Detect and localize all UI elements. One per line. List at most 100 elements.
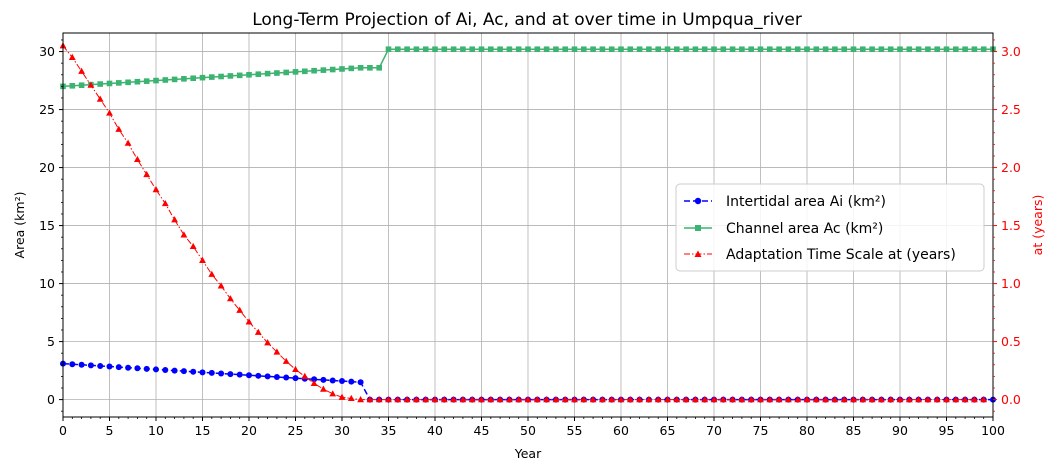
data-point bbox=[385, 46, 392, 53]
data-point bbox=[654, 395, 662, 403]
data-point bbox=[134, 365, 141, 372]
data-point bbox=[199, 369, 206, 376]
data-point bbox=[68, 53, 76, 60]
data-point bbox=[162, 367, 169, 374]
y-left-tick-label: 10 bbox=[39, 276, 55, 291]
data-point bbox=[385, 395, 392, 403]
data-point bbox=[971, 46, 978, 53]
data-point bbox=[561, 395, 569, 403]
data-point bbox=[626, 395, 634, 403]
data-point bbox=[171, 216, 178, 223]
data-point bbox=[376, 65, 382, 71]
x-tick-label: 85 bbox=[846, 423, 862, 438]
y-left-tick-label: 0 bbox=[47, 392, 55, 407]
data-point bbox=[143, 170, 151, 178]
data-point bbox=[366, 395, 374, 403]
data-point bbox=[78, 82, 85, 89]
data-point bbox=[422, 46, 429, 53]
x-tick-label: 0 bbox=[59, 423, 67, 438]
data-point bbox=[375, 395, 383, 403]
data-point bbox=[775, 395, 783, 403]
data-point bbox=[78, 361, 85, 368]
data-point bbox=[96, 95, 104, 102]
data-point bbox=[552, 395, 560, 403]
data-point bbox=[692, 395, 699, 403]
data-point bbox=[953, 46, 959, 53]
data-point bbox=[357, 65, 364, 71]
data-point bbox=[803, 395, 811, 403]
data-point bbox=[868, 395, 876, 403]
data-point bbox=[747, 395, 755, 403]
data-point bbox=[310, 379, 318, 386]
data-point bbox=[292, 365, 299, 373]
data-point bbox=[887, 395, 895, 403]
data-point bbox=[869, 46, 875, 53]
data-point bbox=[859, 395, 867, 403]
data-point bbox=[674, 46, 680, 53]
data-point bbox=[255, 71, 262, 77]
data-point bbox=[106, 109, 113, 116]
data-point bbox=[905, 395, 913, 403]
data-point bbox=[190, 368, 197, 375]
data-point bbox=[896, 395, 904, 403]
data-point bbox=[273, 348, 281, 355]
data-point bbox=[933, 395, 941, 403]
data-point bbox=[776, 46, 782, 53]
data-point bbox=[217, 282, 225, 289]
data-point bbox=[636, 395, 643, 403]
data-point bbox=[283, 69, 289, 76]
data-point bbox=[562, 46, 568, 53]
data-point bbox=[153, 366, 159, 373]
data-point bbox=[961, 395, 969, 403]
data-point bbox=[134, 155, 141, 163]
data-point bbox=[980, 395, 988, 403]
data-point bbox=[236, 306, 244, 313]
data-point bbox=[199, 74, 206, 81]
x-axis-title: Year bbox=[514, 446, 542, 461]
data-point bbox=[934, 46, 940, 53]
data-point bbox=[692, 46, 699, 53]
data-point bbox=[794, 395, 802, 403]
data-point bbox=[841, 46, 847, 53]
data-point bbox=[738, 395, 746, 403]
data-point bbox=[152, 186, 160, 193]
series-2 bbox=[59, 42, 988, 403]
data-point bbox=[460, 46, 466, 53]
y-right-tick-label: 2.5 bbox=[1001, 102, 1021, 117]
data-point bbox=[357, 395, 364, 403]
data-point bbox=[599, 395, 606, 403]
data-point bbox=[171, 76, 178, 83]
data-point bbox=[69, 361, 76, 368]
data-point bbox=[487, 395, 495, 403]
data-point bbox=[897, 46, 903, 53]
data-point bbox=[87, 81, 95, 88]
data-point bbox=[395, 46, 401, 53]
data-point bbox=[478, 395, 485, 403]
legend-entry-at: Adaptation Time Scale at (years) bbox=[684, 247, 956, 263]
data-point bbox=[860, 46, 866, 53]
data-point bbox=[757, 395, 764, 403]
data-point bbox=[506, 395, 513, 403]
data-point bbox=[943, 46, 950, 53]
y-axis-right: 0.0 0.5 1.0 1.5 2.0 2.5 3.0 bbox=[993, 39, 1021, 412]
data-point bbox=[589, 395, 597, 403]
data-point bbox=[673, 395, 681, 403]
data-point bbox=[264, 70, 271, 77]
data-point bbox=[209, 74, 215, 80]
data-point bbox=[161, 199, 169, 207]
data-point bbox=[125, 79, 131, 86]
x-tick-label: 65 bbox=[660, 423, 676, 438]
y-right-tick-label: 0.0 bbox=[1001, 392, 1021, 407]
data-point bbox=[115, 364, 122, 371]
data-point bbox=[246, 372, 252, 379]
data-point bbox=[952, 395, 960, 403]
data-point bbox=[162, 77, 169, 83]
data-point bbox=[246, 71, 252, 78]
data-point bbox=[906, 46, 913, 53]
y-axis-left-title: Area (km²) bbox=[12, 192, 27, 259]
data-point bbox=[292, 69, 299, 75]
y-left-tick-label: 5 bbox=[47, 334, 55, 349]
data-point bbox=[571, 395, 578, 403]
data-point bbox=[106, 80, 113, 87]
data-point bbox=[924, 395, 932, 403]
